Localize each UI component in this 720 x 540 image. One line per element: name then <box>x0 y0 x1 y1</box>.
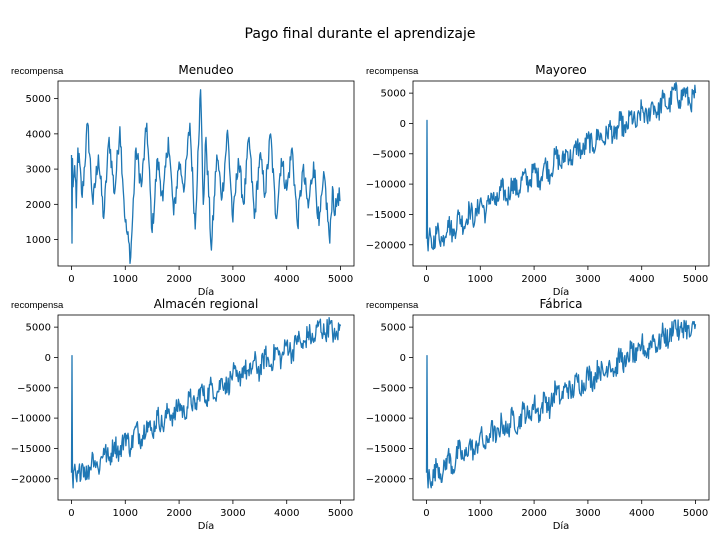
menudeo-xtick-label: 5000 <box>328 274 353 285</box>
fabrica-ylabel: recompensa <box>366 300 419 311</box>
almacen-regional-xlabel: Día <box>198 520 215 532</box>
mayoreo-axes-frame <box>412 80 710 267</box>
mayoreo-series-line-0 <box>425 81 697 252</box>
subplot-menudeo: 0 1000 2000 3000 4000 5000 1000 2000 3000 4000 500… <box>11 63 355 298</box>
almacen-regional-ytick-label: 5000 <box>26 323 51 334</box>
almacen-regional-series-line-0 <box>70 317 342 489</box>
almacen-regional-xtick-label: 3000 <box>220 508 245 519</box>
menudeo-xlabel: Día <box>198 286 215 298</box>
menudeo-ytick-label: 5000 <box>26 94 51 105</box>
almacen-regional-ytick-label: −15000 <box>11 444 51 455</box>
menudeo-xtick-label: 1000 <box>113 274 138 285</box>
subplot-almacen-regional: 0 1000 2000 3000 4000 5000 −20000 −15000 −10000 −… <box>11 297 355 532</box>
mayoreo-xtick-label: 1000 <box>468 274 493 285</box>
almacen-regional-xtick-label: 1000 <box>113 508 138 519</box>
almacen-regional-ytick-label: −5000 <box>17 383 51 394</box>
menudeo-xtick-label: 2000 <box>166 274 191 285</box>
almacen-regional-ylabel: recompensa <box>11 300 64 311</box>
fabrica-title: Fábrica <box>540 297 583 311</box>
menudeo-xtick-label: 0 <box>68 274 74 285</box>
fabrica-xtick-label: 0 <box>423 508 429 519</box>
fabrica-xlabel: Día <box>553 520 570 532</box>
fabrica-ytick-label: 5000 <box>381 323 406 334</box>
menudeo-xtick-label: 4000 <box>274 274 299 285</box>
menudeo-axes-frame <box>57 80 355 267</box>
almacen-regional-ytick-label: −20000 <box>11 474 51 485</box>
mayoreo-xtick-label: 2000 <box>521 274 546 285</box>
almacen-regional-title: Almacén regional <box>154 297 259 311</box>
mayoreo-ytick-label: −15000 <box>366 210 406 221</box>
mayoreo-xtick-label: 0 <box>423 274 429 285</box>
mayoreo-xlabel: Día <box>553 286 570 298</box>
almacen-regional-xtick-label: 2000 <box>166 508 191 519</box>
menudeo-ytick-label: 1000 <box>26 235 51 246</box>
fabrica-ytick-label: −10000 <box>366 414 406 425</box>
menudeo-title: Menudeo <box>178 63 233 77</box>
menudeo-series-line-0 <box>70 89 341 265</box>
almacen-regional-xtick-label: 0 <box>68 508 74 519</box>
mayoreo-ytick-label: 0 <box>400 119 406 130</box>
almacen-regional-xtick-label: 4000 <box>274 508 299 519</box>
menudeo-ytick-label: 2000 <box>26 200 51 211</box>
fabrica-xtick-label: 3000 <box>575 508 600 519</box>
fabrica-xtick-label: 1000 <box>468 508 493 519</box>
fabrica-ytick-label: 0 <box>400 353 406 364</box>
menudeo-ylabel: recompensa <box>11 66 64 77</box>
mayoreo-ylabel: recompensa <box>366 66 419 77</box>
menudeo-ytick-label: 4000 <box>26 129 51 140</box>
mayoreo-xtick-label: 4000 <box>629 274 654 285</box>
fabrica-axes-frame <box>412 314 710 501</box>
figure-suptitle: Pago final durante el aprendizaje <box>245 26 476 42</box>
fabrica-ytick-label: −5000 <box>372 383 406 394</box>
mayoreo-title: Mayoreo <box>535 63 587 77</box>
fabrica-xtick-label: 2000 <box>521 508 546 519</box>
mayoreo-ytick-label: −10000 <box>366 180 406 191</box>
mayoreo-ytick-label: −20000 <box>366 240 406 251</box>
subplot-mayoreo: 0 1000 2000 3000 4000 5000 −20000 −15000 −10000 −… <box>366 63 710 298</box>
menudeo-ytick-label: 3000 <box>26 165 51 176</box>
fabrica-xtick-label: 5000 <box>683 508 708 519</box>
mayoreo-ytick-label: −5000 <box>372 149 406 160</box>
almacen-regional-axes-frame <box>57 314 355 501</box>
almacen-regional-ytick-label: 0 <box>45 353 51 364</box>
mayoreo-xtick-label: 5000 <box>683 274 708 285</box>
almacen-regional-ytick-label: −10000 <box>11 414 51 425</box>
fabrica-ytick-label: −20000 <box>366 474 406 485</box>
fabrica-series-line-0 <box>425 319 697 489</box>
mayoreo-ytick-label: 5000 <box>381 89 406 100</box>
fabrica-xtick-label: 4000 <box>629 508 654 519</box>
mayoreo-xtick-label: 3000 <box>575 274 600 285</box>
subplot-fabrica: 0 1000 2000 3000 4000 5000 −20000 −15000 −10000 −… <box>366 297 710 532</box>
almacen-regional-xtick-label: 5000 <box>328 508 353 519</box>
menudeo-xtick-label: 3000 <box>220 274 245 285</box>
fabrica-ytick-label: −15000 <box>366 444 406 455</box>
